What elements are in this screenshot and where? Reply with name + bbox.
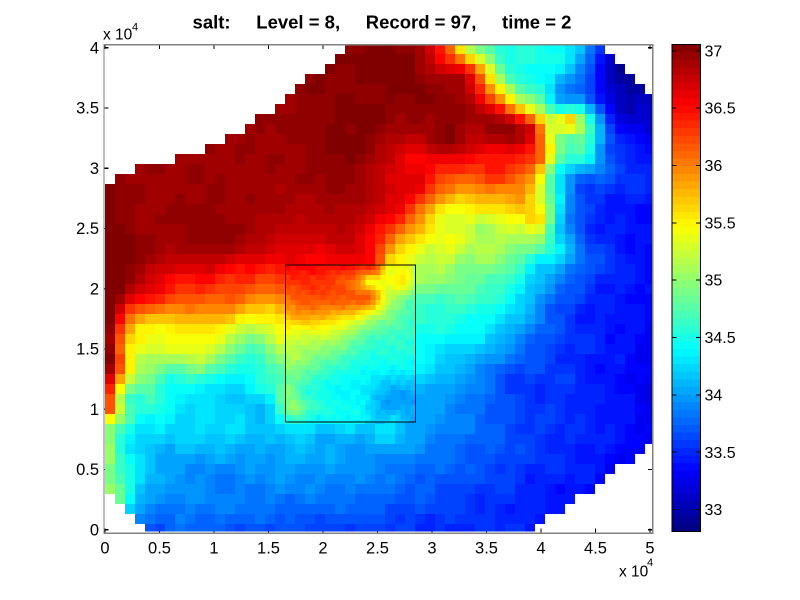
svg-text:0.5: 0.5 <box>148 540 171 558</box>
svg-text:2: 2 <box>318 540 327 558</box>
svg-text:1.5: 1.5 <box>257 540 280 558</box>
svg-text:3: 3 <box>427 540 436 558</box>
svg-text:4: 4 <box>90 39 99 57</box>
svg-text:35.5: 35.5 <box>705 215 736 232</box>
svg-text:35: 35 <box>705 273 723 290</box>
svg-text:4: 4 <box>536 540 545 558</box>
svg-text:x 10: x 10 <box>103 27 133 44</box>
svg-text:salt: Level = 8, Recor: salt: Level = 8, Record = 97, time = 2 <box>193 12 572 33</box>
svg-text:4: 4 <box>647 557 653 569</box>
svg-text:36: 36 <box>705 158 723 175</box>
svg-text:4: 4 <box>132 22 138 34</box>
svg-text:3.5: 3.5 <box>475 540 498 558</box>
svg-text:0: 0 <box>90 521 99 539</box>
svg-text:3: 3 <box>90 160 99 178</box>
svg-text:0: 0 <box>100 540 109 558</box>
svg-text:3.5: 3.5 <box>76 100 99 118</box>
svg-text:34.5: 34.5 <box>705 330 736 347</box>
svg-text:36.5: 36.5 <box>705 101 736 118</box>
svg-text:37: 37 <box>705 43 723 60</box>
svg-text:1.5: 1.5 <box>76 341 99 359</box>
svg-text:x 10: x 10 <box>619 564 649 581</box>
svg-text:2: 2 <box>90 280 99 298</box>
svg-text:5: 5 <box>645 540 654 558</box>
svg-text:2.5: 2.5 <box>366 540 389 558</box>
svg-text:1: 1 <box>90 401 99 419</box>
svg-text:34: 34 <box>705 387 723 404</box>
svg-text:2.5: 2.5 <box>76 220 99 238</box>
svg-text:4.5: 4.5 <box>584 540 607 558</box>
svg-text:1: 1 <box>209 540 218 558</box>
svg-text:33.5: 33.5 <box>705 445 736 462</box>
svg-text:33: 33 <box>705 502 723 519</box>
svg-text:0.5: 0.5 <box>76 461 99 479</box>
